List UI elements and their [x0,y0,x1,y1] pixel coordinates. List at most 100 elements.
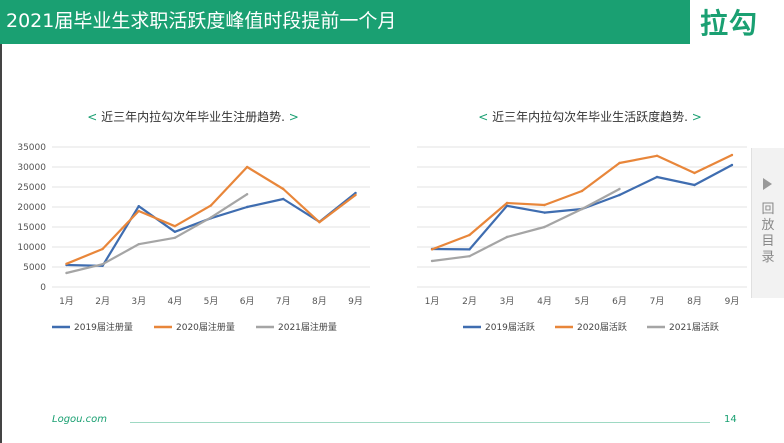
data-point [137,205,140,208]
data-point [505,204,509,207]
chart-title-text: 近三年内拉勾次年毕业生活跃度趋势. [492,110,688,124]
data-point [430,248,434,251]
x-tick-label: 9月 [348,296,363,307]
data-point [693,183,696,187]
chart-plot: 1月 2月 3月 4月 5月 6月 7月 8月 9月 2019届活跃 2020届活跃 2021届活跃 [417,146,747,333]
data-point [655,154,659,157]
data-point [580,189,584,193]
page-title: 2021届毕业生求职活跃度峰值时段提前一个月 [6,10,397,32]
data-point [730,163,734,167]
legend-label: 2019届注册量 [74,321,133,333]
data-point [430,259,434,263]
data-point [354,191,357,195]
data-point [468,248,471,251]
left-border [0,44,2,443]
x-tick-label: 7月 [650,296,665,307]
play-arrow-icon [763,178,772,190]
data-point [543,225,546,229]
registration-trend-chart: < 近三年内拉勾次年毕业生注册趋势. > 0 5000 10000 15000 2000… [8,100,378,340]
title-bar: 2021届毕业生求职活跃度峰值时段提前一个月 [0,0,690,44]
x-tick-label: 6月 [612,296,627,307]
chevron-right-icon: > [691,110,702,124]
data-point [245,205,249,209]
footer-divider [130,422,710,423]
data-point [468,233,471,237]
data-point [65,271,68,275]
legend-label: 2019届活跃 [485,321,535,333]
y-tick-label: 20000 [17,203,46,213]
data-point [618,161,621,165]
legend-label: 2021届活跃 [669,321,719,333]
y-tick-label: 35000 [17,143,46,153]
activity-trend-chart: < 近三年内拉勾次年毕业生活跃度趋势. > 1月 2月 3月 4月 5月 6月 7月 8月 9月… [405,100,775,340]
data-point [245,165,249,169]
x-tick-label: 4月 [537,296,552,307]
chevron-left-icon: < [478,110,489,124]
x-tick-label: 1月 [425,296,440,307]
x-tick-label: 9月 [725,296,740,307]
data-point [543,203,546,207]
data-point [354,193,357,197]
data-point [580,207,584,211]
series-line [431,154,733,251]
data-point [173,230,177,233]
series-line [66,193,248,275]
data-point [101,247,104,251]
x-tick-label: 8月 [687,296,702,307]
header-banner: 2021届毕业生求职活跃度峰值时段提前一个月 拉勾 [0,0,784,44]
x-tick-label: 2月 [95,296,110,307]
x-tick-label: 8月 [312,296,327,307]
data-point [173,236,177,239]
data-point [505,201,509,205]
y-tick-label: 5000 [23,263,46,273]
y-tick-label: 10000 [17,243,46,253]
data-point [173,225,177,228]
playback-catalog-label: 回放目录 [761,202,775,265]
data-point [618,193,621,197]
data-point [137,243,140,246]
legend-label: 2020届活跃 [577,321,627,333]
legend-label: 2020届注册量 [176,321,235,333]
x-tick-label: 3月 [500,296,515,307]
x-tick-label: 5月 [204,296,219,307]
data-point [730,153,734,157]
data-point [468,255,471,258]
x-tick-label: 6月 [240,296,255,307]
data-point [282,187,285,191]
data-point [245,193,249,196]
chevron-left-icon: < [87,110,98,124]
chart-title: < 近三年内拉勾次年毕业生活跃度趋势. > [405,108,775,125]
y-tick-label: 25000 [17,183,46,193]
playback-catalog-button[interactable]: 回放目录 [751,148,784,298]
data-point [505,235,509,239]
y-tick-label: 30000 [17,163,46,173]
data-point [209,204,213,207]
brand-logo: 拉勾 [700,7,759,40]
data-point [209,216,213,219]
data-point [65,262,68,265]
series-line [431,188,621,263]
legend-label: 2021届注册量 [278,321,337,333]
data-point [318,221,321,224]
footer-brand: Logou.com [52,414,108,425]
x-tick-label: 5月 [575,296,590,307]
x-tick-label: 4月 [167,296,182,307]
x-tick-label: 1月 [59,296,74,307]
data-point [543,211,546,214]
x-tick-label: 7月 [276,296,291,307]
data-point [693,171,696,175]
series-line [66,165,357,265]
data-point [137,209,140,213]
data-point [618,187,621,191]
data-point [101,263,104,266]
chart-title: < 近三年内拉勾次年毕业生注册趋势. > [8,108,378,125]
page-number: 14 [724,414,737,425]
chart-plot: 0 5000 10000 15000 20000 25000 30000 35000 1月 2月 3… [17,143,370,333]
y-tick-label: 0 [40,283,46,293]
x-tick-label: 2月 [462,296,477,307]
x-tick-label: 3月 [131,296,146,307]
chart-title-text: 近三年内拉勾次年毕业生注册趋势. [101,110,285,124]
data-point [655,175,659,179]
data-point [282,197,285,201]
y-tick-label: 15000 [17,223,46,233]
